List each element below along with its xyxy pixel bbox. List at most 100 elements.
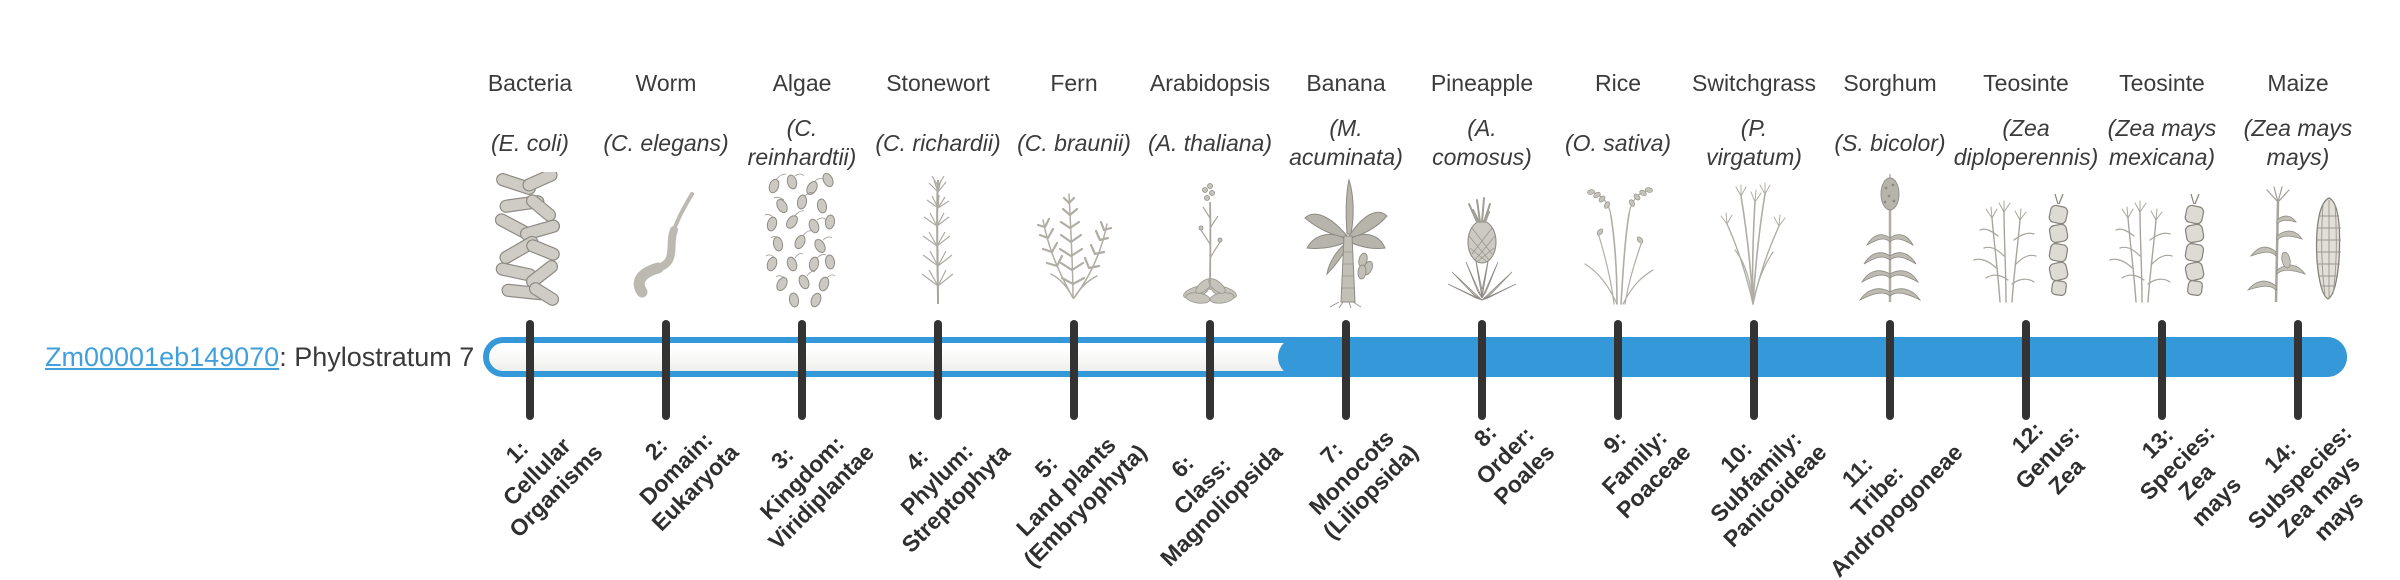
phylostratum-tick bbox=[1342, 320, 1350, 420]
organism-scientific-name: (O. sativa) bbox=[1564, 129, 1672, 156]
phylostratum-label: 5: Land plants (Embryophyta) bbox=[1010, 431, 1152, 573]
phylostratum-label: 6: Class: Magnoliopsida bbox=[1155, 439, 1288, 572]
algae-illustration bbox=[764, 172, 836, 308]
organism-scientific-name: (Zea mays mays) bbox=[2243, 115, 2353, 170]
phylostratum-label: 2: Domain: Eukaryota bbox=[633, 426, 744, 537]
organism-scientific-name: (C. richardii) bbox=[875, 129, 1001, 156]
organism-illustration-slot bbox=[870, 170, 1006, 308]
organism-common-name: Banana bbox=[1306, 70, 1386, 96]
phylostratum-label: 14: Subspecies: Zea mays mays bbox=[2241, 419, 2368, 546]
organism-scientific-name: (P. virgatum) bbox=[1706, 115, 1802, 170]
organism-illustration-slot bbox=[1278, 170, 1414, 308]
organism-illustration-slot bbox=[734, 170, 870, 308]
organism-common-name: Arabidopsis bbox=[1149, 70, 1271, 96]
organism-common-name: Sorghum bbox=[1843, 70, 1937, 96]
organism-column-11: Sorghum (S. bicolor) 11: Tribe: Andropog… bbox=[1822, 0, 1967, 580]
organism-column-13: Teosinte (Zea mays mexicana) 13: Species… bbox=[2094, 0, 2247, 580]
worm-illustration bbox=[633, 192, 694, 298]
phylostratum-label: 1: Cellular Organisms bbox=[497, 432, 608, 543]
phylostratum-tick bbox=[2294, 320, 2302, 420]
phylostratum-label: 3: Kingdom: Viridiplantae bbox=[754, 430, 880, 555]
gene-phylostratum-text: : Phylostratum 7 bbox=[279, 342, 475, 372]
organism-common-name: Stonewort bbox=[886, 70, 990, 96]
organism-scientific-name: (A. comosus) bbox=[1432, 115, 1532, 170]
stonewort-illustration bbox=[921, 175, 954, 305]
phylostratum-tick bbox=[1750, 320, 1758, 420]
phylostratum-tick bbox=[2022, 320, 2030, 420]
organism-common-name: Maize bbox=[2267, 70, 2329, 96]
organism-illustration-slot bbox=[598, 170, 734, 308]
phylostratum-tick bbox=[1886, 320, 1894, 420]
organism-common-name: Fern bbox=[1050, 70, 1098, 96]
organism-common-name: Bacteria bbox=[487, 70, 573, 96]
phylostratum-label: 4: Phylum: Streptophyta bbox=[895, 437, 1016, 558]
phylostratum-tick bbox=[1478, 320, 1486, 420]
organism-column-9: Rice (O. sativa) 9: Fami bbox=[1550, 0, 1695, 580]
teosinte-illustration bbox=[1973, 193, 2069, 303]
phylostratum-bar-filled-segment bbox=[1278, 337, 2347, 377]
phylostratum-tick bbox=[662, 320, 670, 420]
phylostratum-tick bbox=[2158, 320, 2166, 420]
organism-column-1: Bacteria (E. coli) 1: Cellular Organisms bbox=[462, 0, 608, 580]
organism-illustration-slot bbox=[1006, 170, 1142, 308]
organism-scientific-name: (C. reinhardtii) bbox=[747, 115, 857, 170]
organism-scientific-name: (C. elegans) bbox=[603, 129, 729, 156]
organism-column-4: Stonewort (C. richardii) 4: Phylum: Stre… bbox=[870, 0, 1015, 580]
phylostratum-tick bbox=[1206, 320, 1214, 420]
phylostratum-tick bbox=[1614, 320, 1622, 420]
banana-illustration bbox=[1304, 178, 1388, 308]
organism-common-name: Teosinte bbox=[2119, 70, 2205, 96]
organism-column-2: Worm (C. elegans) 2: Domain: Eukaryota bbox=[598, 0, 743, 580]
organism-illustration-slot bbox=[1958, 170, 2094, 308]
organism-illustration-slot bbox=[1142, 170, 1278, 308]
gene-label: Zm00001eb149070: Phylostratum 7 bbox=[45, 342, 474, 373]
rice-illustration bbox=[1584, 187, 1654, 305]
switchgrass-illustration bbox=[1720, 182, 1786, 305]
teosinte-illustration bbox=[2109, 193, 2205, 303]
phylostratum-tick bbox=[934, 320, 942, 420]
organism-column-6: Arabidopsis (A. thaliana) 6: Class: Magn… bbox=[1142, 0, 1287, 580]
organism-illustration-slot bbox=[2230, 170, 2366, 308]
organism-illustration-slot bbox=[462, 170, 598, 308]
organism-scientific-name: (Zea diploperennis) bbox=[1953, 115, 2099, 170]
organism-scientific-name: (A. thaliana) bbox=[1147, 129, 1272, 156]
phylostratum-label: 7: Monocots (Liliopsida) bbox=[1303, 424, 1424, 545]
bacteria-illustration bbox=[494, 172, 561, 306]
gene-id-link[interactable]: Zm00001eb149070 bbox=[45, 342, 280, 372]
phylostratum-tick bbox=[526, 320, 534, 420]
organism-column-5: Fern (C. braunii) 5: Land plants (Embryo… bbox=[1006, 0, 1151, 580]
organism-common-name: Pineapple bbox=[1430, 70, 1534, 96]
organism-column-3: Algae (C. reinhardtii) bbox=[734, 0, 880, 580]
organism-column-12: Teosinte (Zea diploperennis) 12: Genus: … bbox=[1954, 0, 2098, 580]
organism-illustration-slot bbox=[1822, 170, 1958, 308]
organism-common-name: Teosinte bbox=[1983, 70, 2069, 96]
sorghum-illustration bbox=[1858, 174, 1922, 302]
organism-columns: Bacteria (E. coli) 1: Cellular Organisms bbox=[462, 0, 2368, 580]
organism-scientific-name: (C. braunii) bbox=[1017, 129, 1131, 156]
arabidopsis-illustration bbox=[1183, 183, 1237, 304]
maize-illustration bbox=[2246, 186, 2341, 303]
phylostratum-tick bbox=[798, 320, 806, 420]
organism-illustration-slot bbox=[1550, 170, 1686, 308]
organism-common-name: Algae bbox=[772, 70, 832, 96]
organism-illustration-slot bbox=[1414, 170, 1550, 308]
phylostratum-label: 9: Family: Poaceae bbox=[1596, 424, 1696, 524]
organism-column-14: Maize (Zea mays mays) 14: Subspecies: Ze… bbox=[2230, 0, 2368, 580]
organism-common-name: Worm bbox=[635, 70, 697, 96]
organism-column-7: Banana (M. acuminata) 7: Monocots (Lili bbox=[1278, 0, 1423, 580]
organism-common-name: Switchgrass bbox=[1692, 70, 1816, 96]
fern-illustration bbox=[1036, 193, 1113, 299]
organism-column-8: Pineapple (A. comosus) 8: Order: Poales bbox=[1414, 0, 1560, 580]
organism-column-10: Switchgrass (P. virgatum) 10: Subfamily:… bbox=[1686, 0, 1831, 580]
organism-scientific-name: (Zea mays mexicana) bbox=[2107, 115, 2217, 170]
phylostratum-tick bbox=[1070, 320, 1078, 420]
phylostratum-label: 12: Genus: Zea bbox=[2006, 416, 2090, 500]
organism-illustration-slot bbox=[1686, 170, 1822, 308]
phylostratum-label: 8: Order: Poales bbox=[1468, 418, 1560, 510]
organism-scientific-name: (E. coli) bbox=[491, 129, 569, 156]
organism-common-name: Rice bbox=[1594, 70, 1641, 96]
pineapple-illustration bbox=[1447, 197, 1517, 301]
organism-scientific-name: (M. acuminata) bbox=[1289, 115, 1403, 170]
organism-illustration-slot bbox=[2094, 170, 2230, 308]
